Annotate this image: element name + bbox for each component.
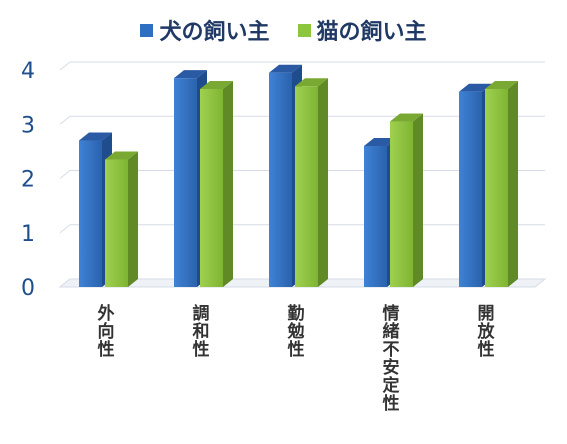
legend-item-dog-owners: 犬の飼い主: [140, 14, 270, 46]
bar: [485, 80, 518, 287]
gridline-edge: [59, 115, 71, 125]
bar: [390, 113, 423, 287]
x-category-label: 勤勉性: [283, 304, 304, 358]
x-category-label: 開放性: [473, 304, 494, 358]
y-tick-label: 3: [21, 113, 35, 138]
y-tick-label: 0: [21, 276, 35, 301]
y-tick-label: 1: [21, 222, 35, 247]
bar: [295, 78, 328, 288]
x-category-label: 調和性: [188, 304, 209, 358]
gridline-edge: [59, 224, 71, 234]
x-category-label: 外向性: [93, 304, 114, 358]
bars: [79, 64, 518, 288]
bar: [200, 80, 233, 287]
gridline-edge: [59, 61, 71, 71]
legend-swatch-cat: [297, 23, 311, 37]
legend: 犬の飼い主 猫の飼い主: [0, 14, 567, 46]
legend-item-cat-owners: 猫の飼い主: [297, 14, 427, 46]
y-tick-label: 4: [21, 59, 35, 84]
legend-swatch-dog: [140, 23, 154, 37]
legend-label-cat: 猫の飼い主: [316, 20, 427, 45]
y-axis-ticks: 0 1 2 3 4: [21, 59, 35, 301]
legend-label-dog: 犬の飼い主: [159, 20, 270, 45]
gridline-edge: [59, 170, 71, 179]
x-category-label: 情緒不安定性: [378, 304, 399, 412]
bar: [105, 151, 138, 287]
y-tick-label: 2: [21, 168, 35, 193]
